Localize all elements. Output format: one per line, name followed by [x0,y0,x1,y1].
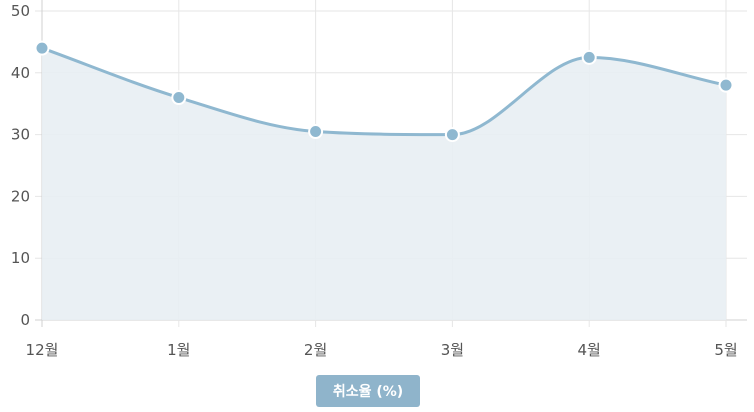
x-tick-label: 4월 [578,341,601,359]
data-point-2[interactable] [308,124,324,140]
data-point-3[interactable] [444,127,460,143]
y-tick-label: 20 [11,187,30,205]
series-points [34,40,734,143]
x-tick-label: 3월 [441,341,464,359]
y-tick-label: 30 [11,126,30,144]
legend-series[interactable]: 취소율 (%) [316,375,420,407]
y-tick-label: 0 [20,311,30,329]
x-tick-label: 12월 [26,341,59,359]
y-axis-labels: 0 10 20 30 40 50 [11,2,30,329]
data-point-0[interactable] [34,40,50,56]
series-area-fill [42,48,726,320]
series-line [41,46,727,137]
data-point-1[interactable] [171,90,187,106]
x-tick-label: 5월 [714,341,737,359]
data-point-5[interactable] [718,77,734,93]
data-point-4[interactable] [581,49,597,65]
x-tick-label: 2월 [304,341,327,359]
x-tick-label: 1월 [167,341,190,359]
y-tick-label: 50 [11,2,30,20]
y-tick-label: 40 [11,64,30,82]
y-tick-label: 10 [11,249,30,267]
x-axis-labels: 12월 1월 2월 3월 4월 5월 [26,341,738,359]
